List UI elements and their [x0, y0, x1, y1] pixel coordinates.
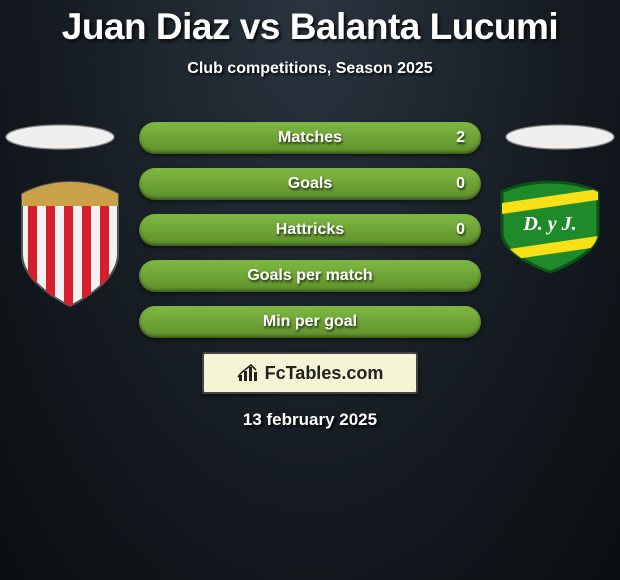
- stat-row: Goals 0: [139, 168, 481, 200]
- left-player-placeholder: [5, 123, 115, 151]
- comparison-date: 13 february 2025: [139, 410, 481, 430]
- stat-value: 2: [456, 129, 465, 147]
- stat-value: 0: [456, 221, 465, 239]
- club-badge-right: D. y J.: [498, 180, 602, 274]
- right-club-text: D. y J.: [522, 213, 576, 235]
- stat-label: Matches: [278, 129, 342, 147]
- stat-label: Goals: [288, 175, 332, 193]
- stat-row: Hattricks 0: [139, 214, 481, 246]
- subtitle: Club competitions, Season 2025: [0, 60, 620, 78]
- branding-box: FcTables.com: [202, 352, 418, 394]
- stat-row: Min per goal: [139, 306, 481, 338]
- stat-row: Matches 2: [139, 122, 481, 154]
- stat-label: Hattricks: [276, 221, 344, 239]
- stat-row: Goals per match: [139, 260, 481, 292]
- right-player-placeholder: [505, 123, 615, 151]
- branding-text: FcTables.com: [265, 363, 384, 384]
- club-badge-left: [18, 180, 122, 308]
- stat-value: 0: [456, 175, 465, 193]
- chart-icon: [237, 363, 259, 383]
- stat-label: Min per goal: [263, 313, 357, 331]
- stat-label: Goals per match: [247, 267, 372, 285]
- page-title: Juan Diaz vs Balanta Lucumi: [0, 0, 620, 48]
